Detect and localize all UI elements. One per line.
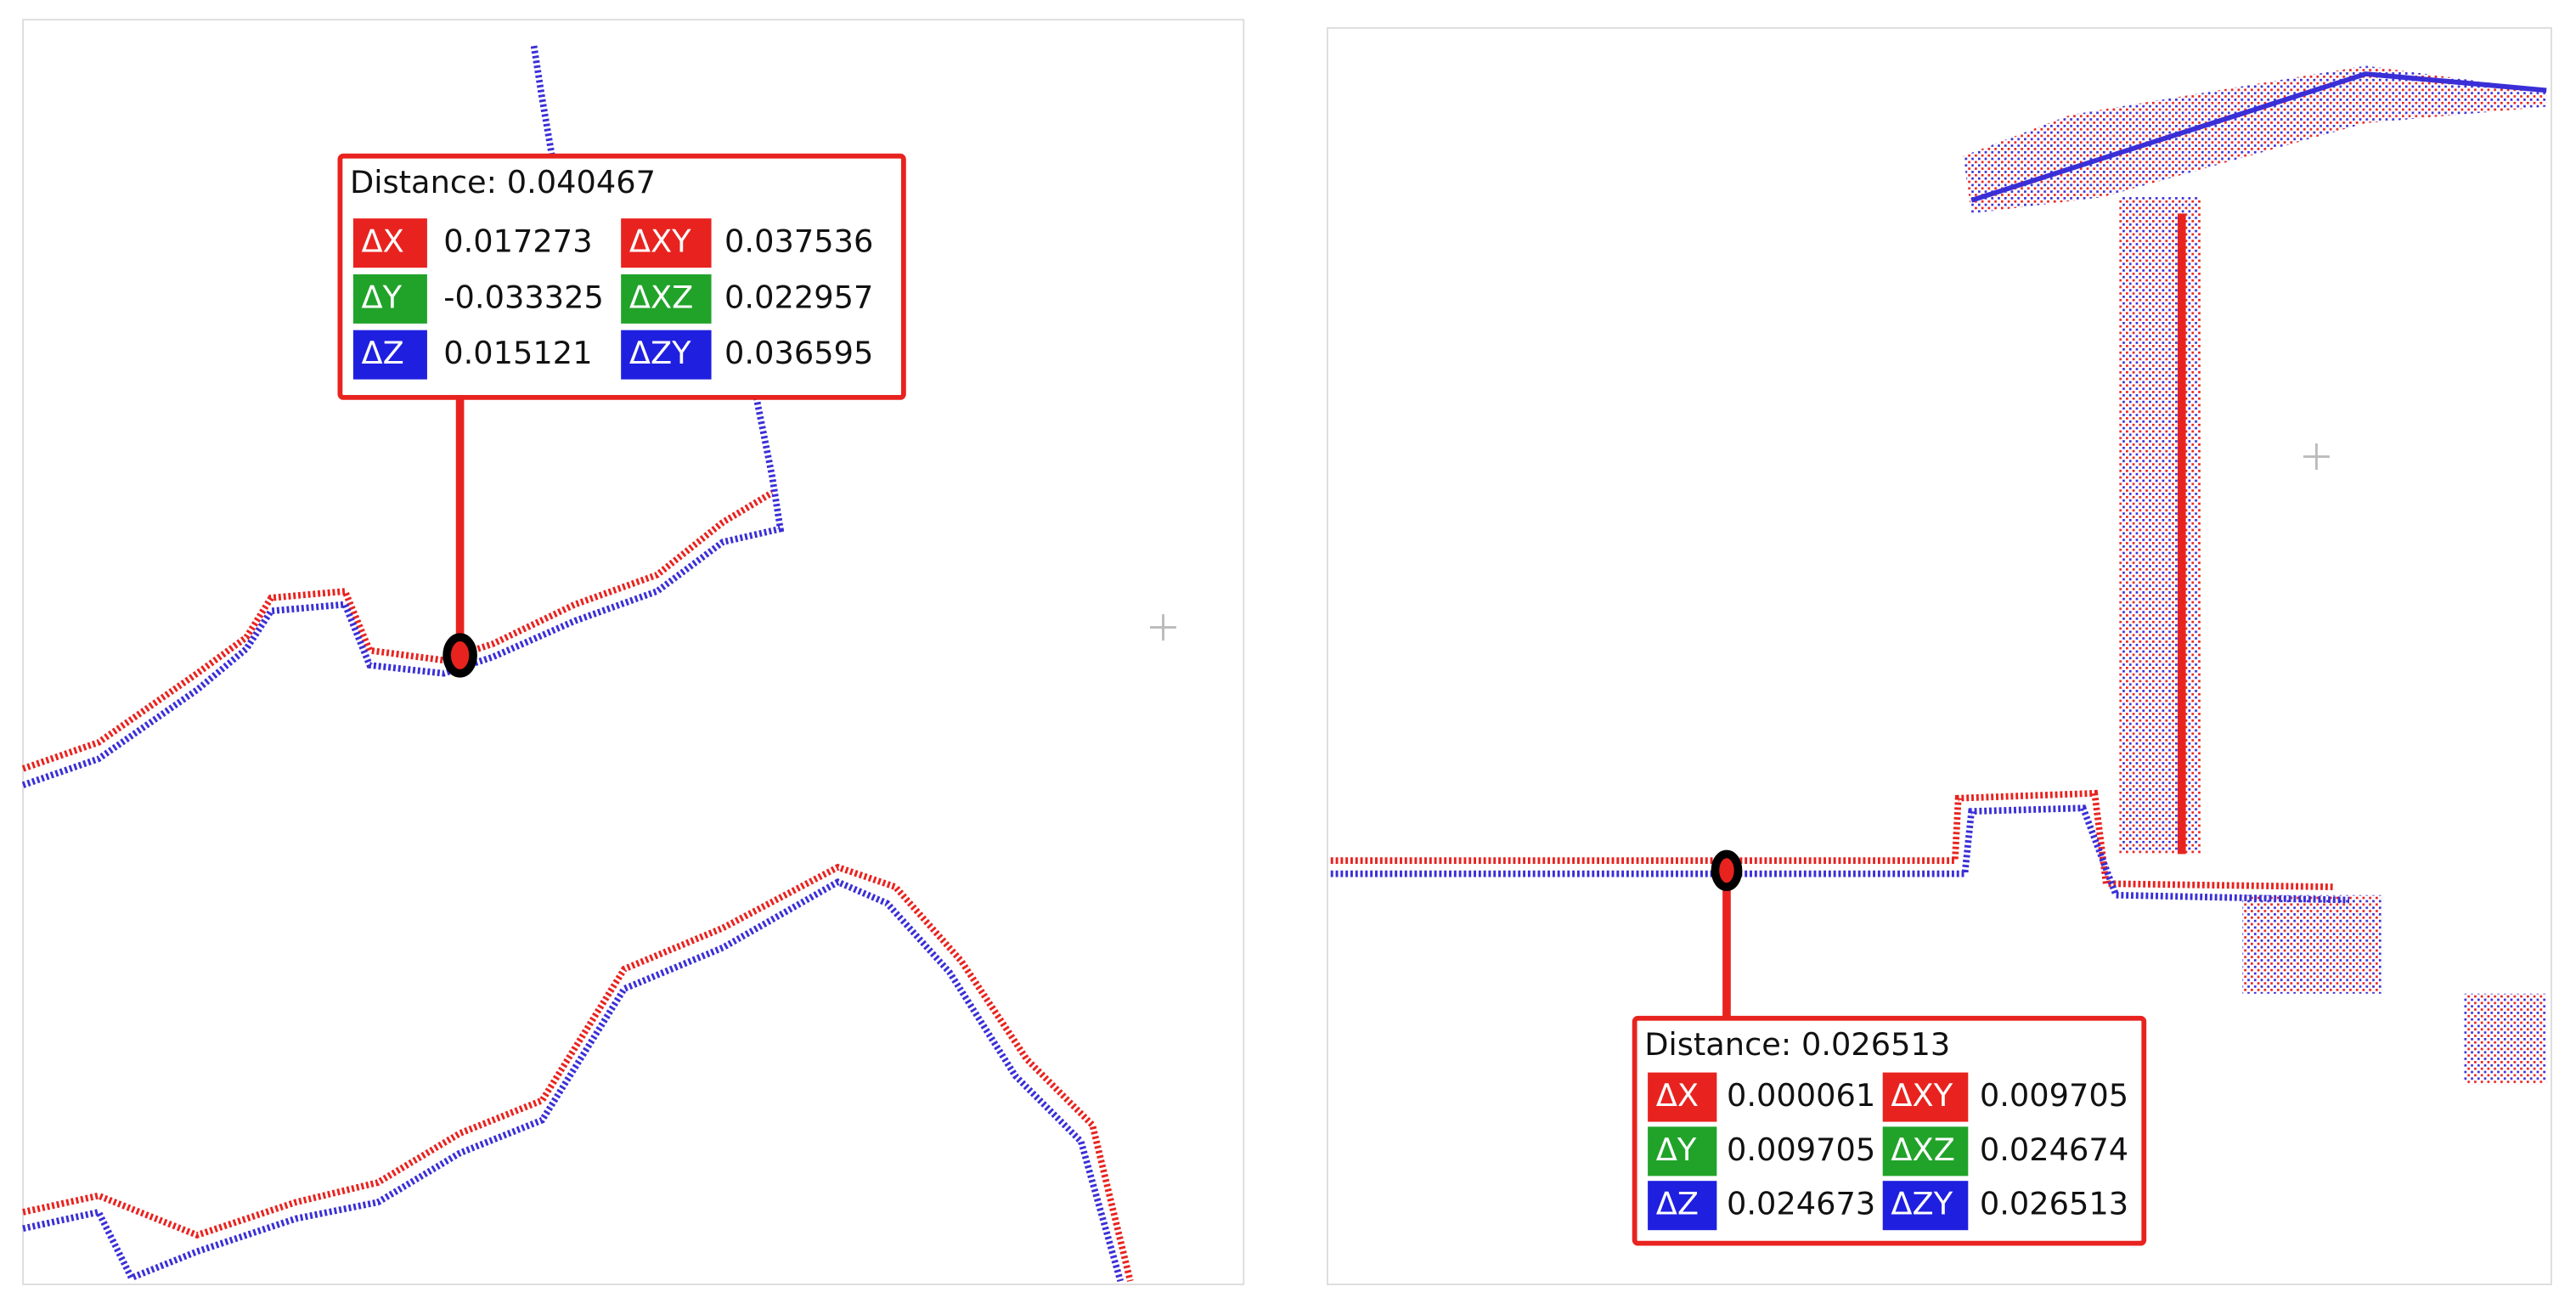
axis-badge	[1648, 1181, 1717, 1231]
axis-badge	[621, 218, 712, 268]
axis-label: ΔZY	[1891, 1186, 1953, 1222]
axis-value: 0.036595	[724, 335, 873, 371]
axis-badge	[352, 218, 427, 268]
axis-badge	[352, 330, 427, 380]
point-cloud	[22, 863, 1134, 1283]
point-cloud	[1330, 789, 2333, 890]
axis-label: ΔXZ	[629, 279, 693, 315]
axis-label: ΔXY	[629, 223, 691, 260]
axis-value: 0.026513	[1980, 1186, 2128, 1222]
point-cloud	[21, 327, 785, 788]
axis-badge	[1882, 1072, 1969, 1122]
labels: Distance: 0.040467 ΔX 0.017273 ΔXY 0.037536 Δ…	[337, 153, 2147, 1246]
axis-label: ΔY	[362, 279, 403, 315]
axis-value: -0.033325	[443, 279, 604, 315]
axis-badge	[352, 274, 427, 324]
picked-point	[1711, 849, 1743, 891]
axis-value: 0.024673	[1727, 1186, 1875, 1222]
point-cloud	[2464, 993, 2547, 1085]
axis-badge	[1882, 1181, 1969, 1231]
axis-badge	[1648, 1072, 1717, 1122]
axis-value: 0.024674	[1980, 1131, 2128, 1168]
axis-value: 0.015121	[443, 335, 592, 371]
distance-text: Distance: 0.026513	[1644, 1026, 1950, 1063]
axis-badge	[1648, 1126, 1717, 1176]
distance-text: Distance: 0.040467	[350, 164, 656, 200]
point-cloud	[1963, 65, 2547, 214]
axis-label: ΔXZ	[1891, 1131, 1954, 1168]
point-cloud	[1970, 71, 2547, 203]
axis-badge	[621, 330, 712, 380]
axis-value: 0.009705	[1727, 1131, 1875, 1168]
point-cloud	[1330, 804, 2350, 904]
axis-label: ΔZ	[1656, 1186, 1699, 1222]
axis-badge	[1882, 1126, 1969, 1176]
axis-label: ΔXY	[1891, 1077, 1953, 1114]
axis-value: 0.022957	[724, 279, 873, 315]
axis-label: ΔX	[1656, 1077, 1699, 1114]
axis-value: 0.000061	[1727, 1077, 1875, 1114]
axis-label: ΔY	[1656, 1131, 1697, 1168]
axis-label: ΔX	[362, 223, 404, 260]
axis-value: 0.037536	[724, 223, 873, 260]
axis-label: ΔZY	[629, 335, 691, 371]
axis-badge	[621, 274, 712, 324]
picked-point	[442, 633, 477, 678]
point-cloud	[22, 877, 1124, 1283]
axis-value: 0.009705	[1980, 1077, 2128, 1114]
point-cloud	[2242, 894, 2382, 994]
point-cloud	[2119, 197, 2201, 855]
point-cloud	[21, 489, 775, 772]
crosshair	[1150, 614, 1176, 641]
axis-label: ΔZ	[362, 335, 404, 371]
crosshair	[2303, 443, 2330, 470]
axis-value: 0.017273	[443, 223, 592, 260]
